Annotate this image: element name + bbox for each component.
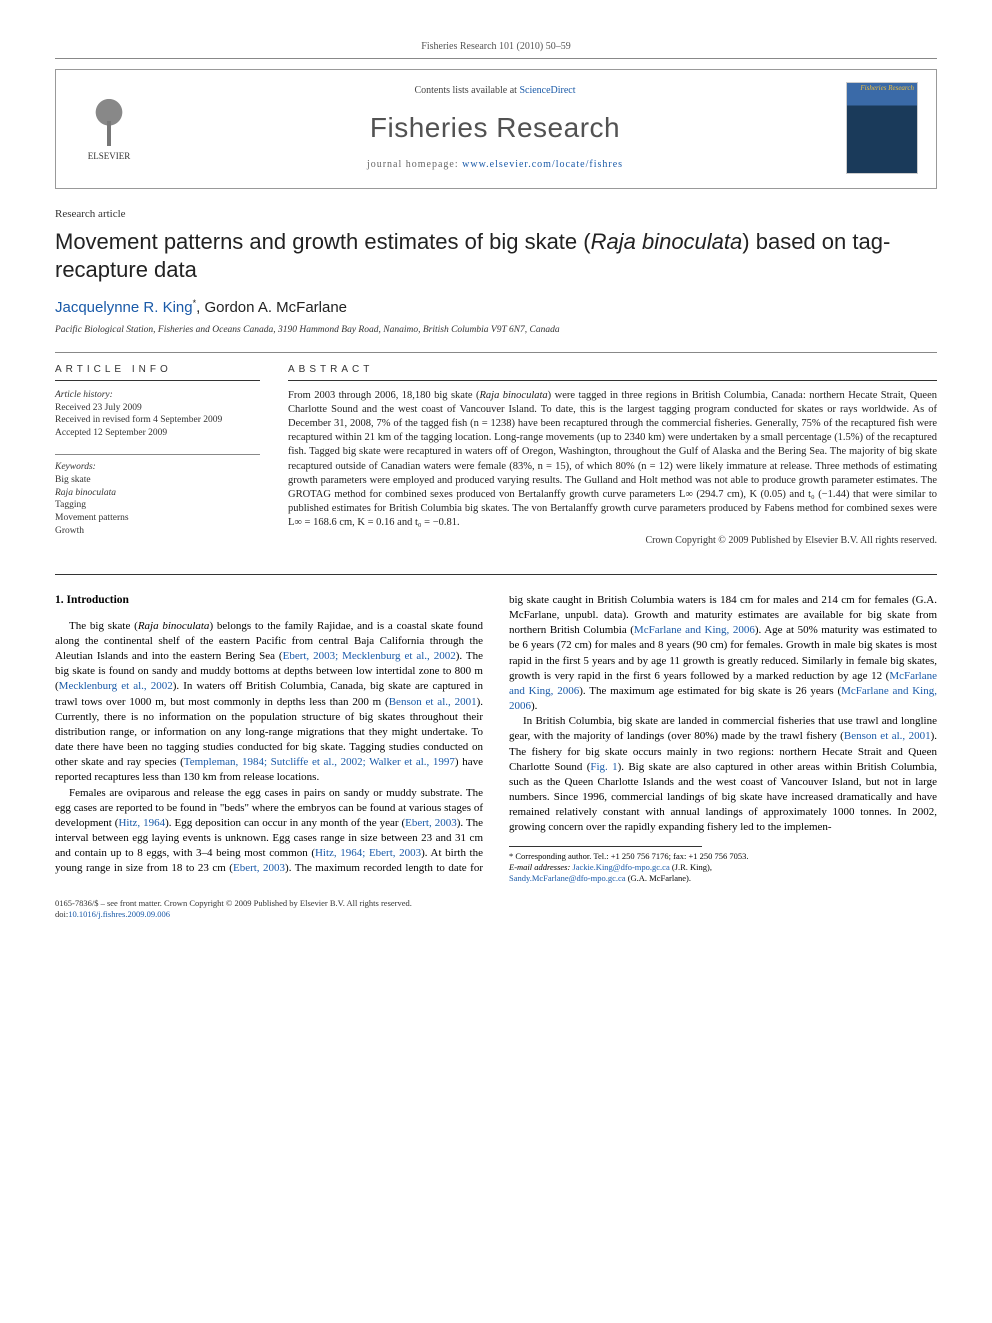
footnote-block: * Corresponding author. Tel.: +1 250 756…	[509, 846, 937, 884]
citation-link[interactable]: Hitz, 1964	[118, 817, 165, 829]
author-link[interactable]: Jacquelynne R. King	[55, 299, 193, 316]
keywords: Keywords: Big skate Raja binoculata Tagg…	[55, 461, 260, 538]
doi-link[interactable]: 10.1016/j.fishres.2009.09.006	[68, 909, 170, 919]
sciencedirect-link[interactable]: ScienceDirect	[519, 85, 575, 96]
elsevier-tree-icon	[84, 93, 134, 148]
email-footnote: Sandy.McFarlane@dfo-mpo.gc.ca (G.A. McFa…	[509, 873, 937, 884]
email-footnote: E-mail addresses: Jackie.King@dfo-mpo.gc…	[509, 862, 937, 873]
citation-link[interactable]: Templeman, 1984; Sutcliffe et al., 2002;…	[184, 756, 455, 768]
figure-link[interactable]: Fig. 1	[590, 761, 617, 773]
running-head: Fisheries Research 101 (2010) 50–59	[55, 40, 937, 54]
footnote-divider	[509, 846, 702, 847]
corresponding-author: * Corresponding author. Tel.: +1 250 756…	[509, 851, 937, 862]
affiliation: Pacific Biological Station, Fisheries an…	[55, 324, 937, 337]
article-type: Research article	[55, 207, 937, 222]
citation-link[interactable]: Ebert, 2003; Mecklenburg et al., 2002	[283, 650, 456, 662]
journal-name: Fisheries Research	[144, 108, 846, 147]
email-link[interactable]: Jackie.King@dfo-mpo.gc.ca	[572, 862, 669, 872]
abstract-text: From 2003 through 2006, 18,180 big skate…	[288, 389, 937, 531]
homepage-line: journal homepage: www.elsevier.com/locat…	[144, 158, 846, 172]
contents-line: Contents lists available at ScienceDirec…	[144, 84, 846, 98]
citation-link[interactable]: Benson et al., 2001	[844, 730, 931, 742]
divider	[55, 58, 937, 59]
homepage-link[interactable]: www.elsevier.com/locate/fishres	[462, 159, 623, 170]
paragraph: The big skate (Raja binoculata) belongs …	[55, 619, 483, 786]
journal-cover-thumb: Fisheries Research	[846, 82, 918, 174]
journal-header: ELSEVIER Contents lists available at Sci…	[55, 69, 937, 189]
info-heading: ARTICLE INFO	[55, 363, 260, 381]
citation-link[interactable]: Ebert, 2003	[233, 862, 285, 874]
citation-link[interactable]: Ebert, 2003	[405, 817, 457, 829]
email-link[interactable]: Sandy.McFarlane@dfo-mpo.gc.ca	[509, 873, 626, 883]
article-title: Movement patterns and growth estimates o…	[55, 228, 937, 283]
divider	[55, 352, 937, 353]
header-center: Contents lists available at ScienceDirec…	[144, 84, 846, 171]
cover-title: Fisheries Research	[860, 85, 914, 92]
divider	[55, 454, 260, 455]
body-columns: 1. Introduction The big skate (Raja bino…	[55, 593, 937, 884]
page: Fisheries Research 101 (2010) 50–59 ELSE…	[0, 0, 992, 960]
citation-link[interactable]: Mecklenburg et al., 2002	[59, 680, 173, 692]
authors: Jacquelynne R. King*, Gordon A. McFarlan…	[55, 297, 937, 318]
article-history: Article history: Received 23 July 2009 R…	[55, 389, 260, 440]
paragraph: In British Columbia, big skate are lande…	[509, 714, 937, 835]
info-abstract-row: ARTICLE INFO Article history: Received 2…	[55, 363, 937, 552]
citation-link[interactable]: Benson et al., 2001	[389, 696, 477, 708]
abstract-col: ABSTRACT From 2003 through 2006, 18,180 …	[288, 363, 937, 552]
article-info-col: ARTICLE INFO Article history: Received 2…	[55, 363, 260, 552]
abstract-heading: ABSTRACT	[288, 363, 937, 381]
citation-link[interactable]: Hitz, 1964; Ebert, 2003	[315, 847, 421, 859]
bottom-copyright: 0165-7836/$ – see front matter. Crown Co…	[55, 898, 937, 920]
publisher-label: ELSEVIER	[74, 150, 144, 163]
elsevier-logo: ELSEVIER	[74, 93, 144, 163]
section-heading: 1. Introduction	[55, 593, 483, 609]
divider	[55, 574, 937, 575]
citation-link[interactable]: McFarlane and King, 2006	[634, 624, 755, 636]
abstract-copyright: Crown Copyright © 2009 Published by Else…	[288, 534, 937, 548]
